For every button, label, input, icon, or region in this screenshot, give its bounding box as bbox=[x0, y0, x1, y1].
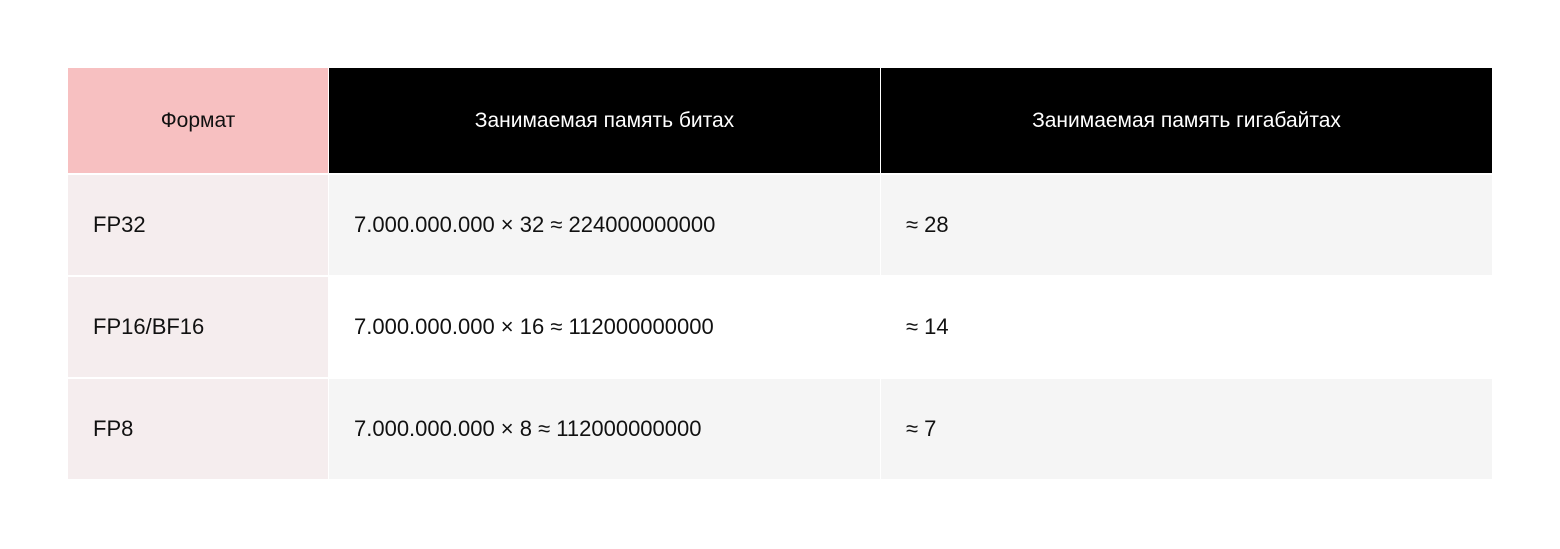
header-format: Формат bbox=[68, 68, 328, 173]
row-1-bits: 7.000.000.000 × 32 ≈ 224000000000 bbox=[329, 175, 880, 275]
row-1-format: FP32 bbox=[68, 175, 328, 275]
row-2-gb: ≈ 14 bbox=[881, 277, 1492, 377]
row-1-gb: ≈ 28 bbox=[881, 175, 1492, 275]
header-memory-bits: Занимаемая память битах bbox=[329, 68, 880, 173]
row-2-bits: 7.000.000.000 × 16 ≈ 112000000000 bbox=[329, 277, 880, 377]
row-3-format: FP8 bbox=[68, 379, 328, 479]
header-memory-gb: Занимаемая память гигабайтах bbox=[881, 68, 1492, 173]
row-2-format: FP16/BF16 bbox=[68, 277, 328, 377]
row-3-bits: 7.000.000.000 × 8 ≈ 112000000000 bbox=[329, 379, 880, 479]
memory-table: Формат Занимаемая память битах Занимаема… bbox=[68, 68, 1492, 479]
row-3-gb: ≈ 7 bbox=[881, 379, 1492, 479]
